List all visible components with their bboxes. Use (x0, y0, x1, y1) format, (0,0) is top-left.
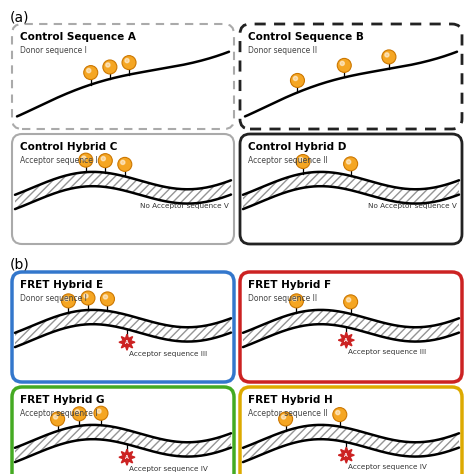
Circle shape (106, 63, 110, 67)
Polygon shape (338, 447, 354, 463)
Circle shape (336, 410, 340, 415)
Circle shape (84, 65, 98, 80)
Circle shape (385, 53, 389, 57)
Circle shape (97, 409, 101, 413)
Text: FRET Hybrid F: FRET Hybrid F (248, 280, 331, 290)
Text: Acceptor sequence III: Acceptor sequence III (129, 351, 207, 357)
Circle shape (54, 415, 58, 419)
Circle shape (346, 298, 351, 302)
Circle shape (73, 407, 86, 421)
Circle shape (101, 156, 105, 161)
Circle shape (125, 58, 129, 63)
Text: Donor sequence I: Donor sequence I (20, 294, 87, 303)
Text: Donor sequence I: Donor sequence I (20, 46, 87, 55)
Circle shape (340, 61, 345, 65)
Text: FRET Hybrid E: FRET Hybrid E (20, 280, 103, 290)
Circle shape (94, 406, 108, 420)
Text: No Acceptor sequence V: No Acceptor sequence V (140, 203, 229, 209)
Circle shape (296, 155, 310, 169)
Circle shape (122, 55, 136, 70)
Circle shape (82, 156, 86, 160)
Text: Donor sequence II: Donor sequence II (248, 46, 317, 55)
Text: FRET Hybrid G: FRET Hybrid G (20, 395, 104, 405)
Circle shape (346, 160, 351, 164)
FancyBboxPatch shape (240, 134, 462, 244)
Text: A: A (125, 455, 129, 460)
Circle shape (75, 410, 79, 414)
Text: A: A (345, 337, 348, 343)
Text: Control Hybrid C: Control Hybrid C (20, 142, 118, 152)
Text: Control Sequence A: Control Sequence A (20, 32, 136, 42)
Text: Acceptor sequence I: Acceptor sequence I (20, 156, 98, 165)
Text: Acceptor sequence II: Acceptor sequence II (248, 409, 328, 418)
Circle shape (293, 76, 298, 81)
FancyBboxPatch shape (240, 272, 462, 382)
Circle shape (344, 295, 358, 309)
Circle shape (121, 160, 125, 164)
Circle shape (344, 157, 358, 171)
Text: A: A (125, 340, 129, 345)
Text: Acceptor sequence IV: Acceptor sequence IV (129, 466, 208, 472)
Circle shape (64, 297, 69, 301)
Circle shape (299, 157, 303, 162)
Circle shape (84, 294, 88, 298)
Polygon shape (119, 449, 135, 465)
Text: A: A (345, 453, 348, 458)
FancyBboxPatch shape (12, 24, 234, 129)
Circle shape (62, 294, 75, 308)
Text: Acceptor sequence IV: Acceptor sequence IV (348, 464, 427, 470)
Text: Control Sequence B: Control Sequence B (248, 32, 364, 42)
Circle shape (98, 154, 112, 168)
Circle shape (100, 292, 114, 306)
Circle shape (290, 294, 303, 308)
Text: Acceptor sequence II: Acceptor sequence II (248, 156, 328, 165)
FancyBboxPatch shape (240, 387, 462, 474)
Text: FRET Hybrid H: FRET Hybrid H (248, 395, 333, 405)
Circle shape (337, 58, 351, 73)
Circle shape (333, 408, 347, 421)
Polygon shape (338, 332, 354, 348)
Circle shape (291, 73, 304, 88)
Polygon shape (119, 334, 135, 350)
Text: No Acceptor sequence V: No Acceptor sequence V (368, 203, 457, 209)
FancyBboxPatch shape (12, 134, 234, 244)
Text: Acceptor sequence I: Acceptor sequence I (20, 409, 98, 418)
Text: (a): (a) (10, 10, 29, 24)
FancyBboxPatch shape (240, 24, 462, 129)
Text: Control Hybrid D: Control Hybrid D (248, 142, 346, 152)
Text: Donor sequence II: Donor sequence II (248, 294, 317, 303)
FancyBboxPatch shape (12, 272, 234, 382)
Circle shape (103, 295, 108, 299)
Circle shape (292, 297, 297, 301)
Circle shape (81, 291, 95, 305)
FancyBboxPatch shape (12, 387, 234, 474)
Circle shape (282, 415, 286, 419)
Text: (b): (b) (10, 258, 30, 272)
Circle shape (103, 60, 117, 74)
Circle shape (79, 153, 93, 167)
Circle shape (51, 412, 64, 426)
Circle shape (382, 50, 396, 64)
Circle shape (279, 412, 292, 426)
Text: Acceptor sequence III: Acceptor sequence III (348, 349, 427, 355)
Circle shape (118, 157, 132, 172)
Circle shape (87, 69, 91, 73)
